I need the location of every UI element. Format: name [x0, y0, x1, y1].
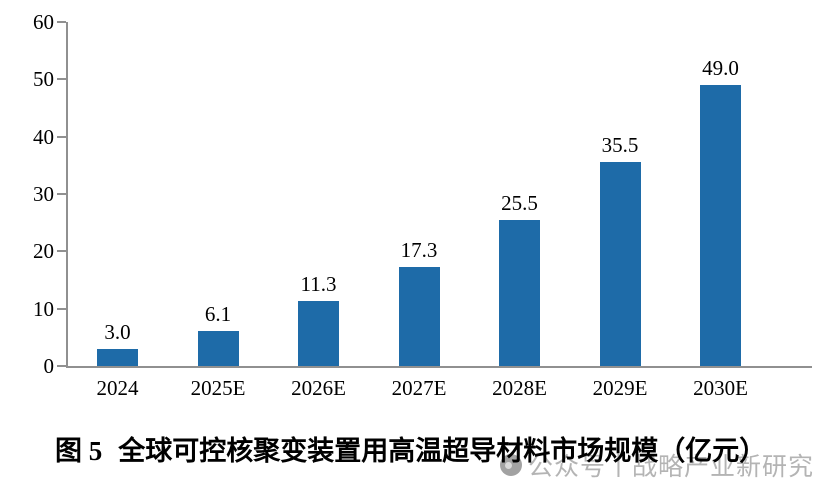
bar-value-label: 17.3 [400, 237, 438, 262]
x-axis-tick-label: 2028E [492, 376, 547, 400]
x-axis-tick-label: 2025E [190, 376, 246, 400]
y-axis-tick-label: 40 [33, 124, 54, 149]
x-axis-tick-label: 2024 [96, 376, 139, 400]
x-axis-tick-label: 2026E [291, 376, 346, 400]
bar-2028E [499, 219, 540, 366]
bar-2029E [599, 162, 641, 366]
figure-number: 图 5 [55, 436, 103, 466]
y-axis-tick-label: 30 [33, 182, 54, 206]
figure-title: 全球可控核聚变装置用高温超导材料市场规模（亿元） [118, 436, 767, 466]
bar-value-label: 6.1 [204, 302, 232, 327]
x-axis-tick-label: 2029E [592, 376, 648, 400]
bar-2025E [197, 331, 239, 366]
y-axis-tick-mark [57, 307, 66, 310]
y-axis-tick-label: 10 [33, 296, 54, 321]
y-axis-tick-label: 0 [43, 354, 55, 378]
y-axis-tick-mark [57, 250, 66, 253]
bar-value-label: 3.0 [104, 319, 131, 344]
y-axis-tick-mark [57, 135, 66, 138]
wechat-bubble-icon [500, 454, 522, 476]
y-axis-tick-mark [57, 78, 66, 81]
y-axis-tick-mark [57, 21, 66, 23]
y-axis-tick-label: 50 [33, 67, 54, 92]
y-axis-tick-label: 60 [33, 10, 54, 34]
bar-chart-plot-area: 3.0 6.1 11.3 17.3 25.5 35.5 49.0 [66, 22, 812, 368]
watermark: 公众号丨战略产业新研究 [500, 447, 814, 483]
figure-caption: 图 5 全球可控核聚变装置用高温超导材料市场规模（亿元） [55, 429, 766, 468]
x-axis-tick-label: 2027E [391, 376, 447, 400]
watermark-text: 公众号丨战略产业新研究 [528, 454, 815, 481]
bar-2027E [398, 266, 440, 366]
bar-value-label: 11.3 [300, 272, 337, 297]
bar-value-label: 49.0 [702, 56, 739, 81]
y-axis-tick-mark [57, 193, 66, 195]
bar-value-label: 35.5 [601, 133, 639, 158]
bar-2024 [97, 348, 138, 366]
bar-2030E [700, 85, 741, 366]
y-axis-tick-label: 20 [33, 239, 54, 264]
bar-2026E [298, 301, 339, 366]
y-axis-tick-mark [57, 365, 66, 367]
x-axis-tick-label: 2030E [693, 376, 748, 400]
bar-value-label: 25.5 [501, 190, 538, 215]
